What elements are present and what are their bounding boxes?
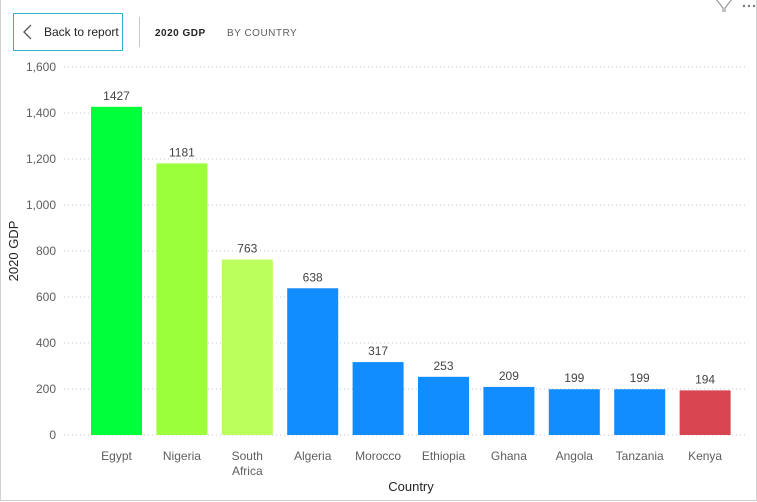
header-separator: [139, 17, 140, 47]
y-axis: 0 200 400 600 800 1,000 1,200 1,400 1,600: [26, 60, 56, 442]
y-tick-label: 800: [36, 244, 56, 258]
x-tick-label: Kenya: [688, 449, 722, 463]
data-label: 1181: [169, 145, 195, 159]
data-label: 199: [630, 371, 650, 385]
bars: 1427 1181 763 638 317 253 209 199 199 194: [91, 89, 731, 435]
chevron-left-icon: [23, 24, 32, 40]
x-tick-label: Algeria: [294, 449, 332, 463]
bar-algeria[interactable]: [287, 288, 339, 435]
bar-angola[interactable]: [548, 389, 600, 435]
y-tick-label: 1,400: [26, 106, 56, 120]
x-tick-label: Nigeria: [163, 449, 201, 463]
bar-egypt[interactable]: [91, 106, 142, 435]
bar-ethiopia[interactable]: [418, 376, 469, 435]
bar-ghana[interactable]: [483, 386, 535, 435]
x-tick-label: Angola: [556, 449, 594, 463]
y-axis-title: 2020 GDP: [6, 221, 21, 282]
x-tick-label: Ethiopia: [422, 449, 466, 463]
bar-south-africa[interactable]: [221, 259, 273, 435]
y-tick-label: 1,000: [26, 198, 56, 212]
filter-icon[interactable]: [716, 0, 732, 12]
bar-nigeria[interactable]: [156, 163, 208, 435]
bar-kenya[interactable]: [679, 390, 731, 435]
back-to-report-button[interactable]: Back to report: [13, 13, 123, 51]
x-tick-label: South Africa: [232, 449, 263, 478]
y-tick-label: 0: [49, 428, 56, 442]
breadcrumb-title: 2020 GDP: [155, 28, 206, 39]
data-label: 199: [564, 371, 584, 385]
data-label: 194: [695, 372, 715, 386]
more-options-icon[interactable]: [742, 4, 756, 8]
data-label: 1427: [103, 89, 130, 103]
y-tick-label: 200: [36, 382, 56, 396]
x-tick-label: Morocco: [355, 449, 401, 463]
x-axis: Egypt Nigeria South Africa Algeria Morocco Eth…: [101, 449, 722, 478]
x-tick-label: Egypt: [101, 449, 132, 463]
data-label: 763: [237, 242, 257, 256]
visual-header-icons: [716, 0, 756, 12]
x-axis-title: Country: [388, 479, 434, 494]
data-label: 638: [303, 270, 323, 284]
back-to-report-label: Back to report: [44, 25, 119, 39]
y-tick-label: 600: [36, 290, 56, 304]
y-tick-label: 1,200: [26, 152, 56, 166]
data-label: 253: [433, 359, 453, 373]
x-tick-label: Tanzania: [616, 449, 664, 463]
breadcrumb-subtitle: BY COUNTRY: [227, 28, 298, 39]
y-tick-label: 400: [36, 336, 56, 350]
gridlines: [64, 66, 745, 436]
bar-morocco[interactable]: [352, 362, 404, 435]
data-label: 317: [368, 344, 388, 358]
bar-tanzania[interactable]: [614, 389, 666, 435]
y-tick-label: 1,600: [26, 60, 56, 74]
x-tick-label: Ghana: [491, 449, 527, 463]
data-label: 209: [499, 369, 519, 383]
